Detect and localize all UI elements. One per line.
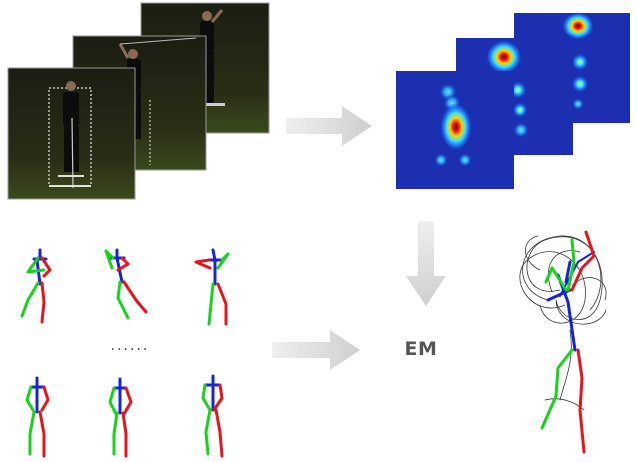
video-frames-stack	[7, 2, 270, 200]
pose-sample-3	[194, 248, 230, 326]
golfer-figure	[63, 81, 79, 189]
pose-sample-5	[108, 377, 133, 458]
pose-sample-2	[104, 248, 148, 320]
estimated-pose-with-trajectories	[519, 230, 607, 454]
club-trajectories	[519, 235, 607, 411]
pose-sample-6	[201, 374, 224, 458]
right-arrow-icon	[286, 106, 372, 146]
pose-sample-1	[20, 248, 52, 324]
down-arrow-icon	[406, 221, 446, 306]
right-arrow-icon	[272, 330, 360, 370]
heatmap-1	[396, 71, 514, 189]
skeleton	[540, 230, 596, 454]
heatmap-stack	[396, 12, 630, 189]
pose-samples	[20, 248, 230, 458]
em-label: EM	[404, 338, 438, 360]
ellipsis-label: ......	[110, 338, 150, 354]
video-frame-1	[7, 67, 136, 200]
pose-sample-4	[25, 376, 50, 458]
